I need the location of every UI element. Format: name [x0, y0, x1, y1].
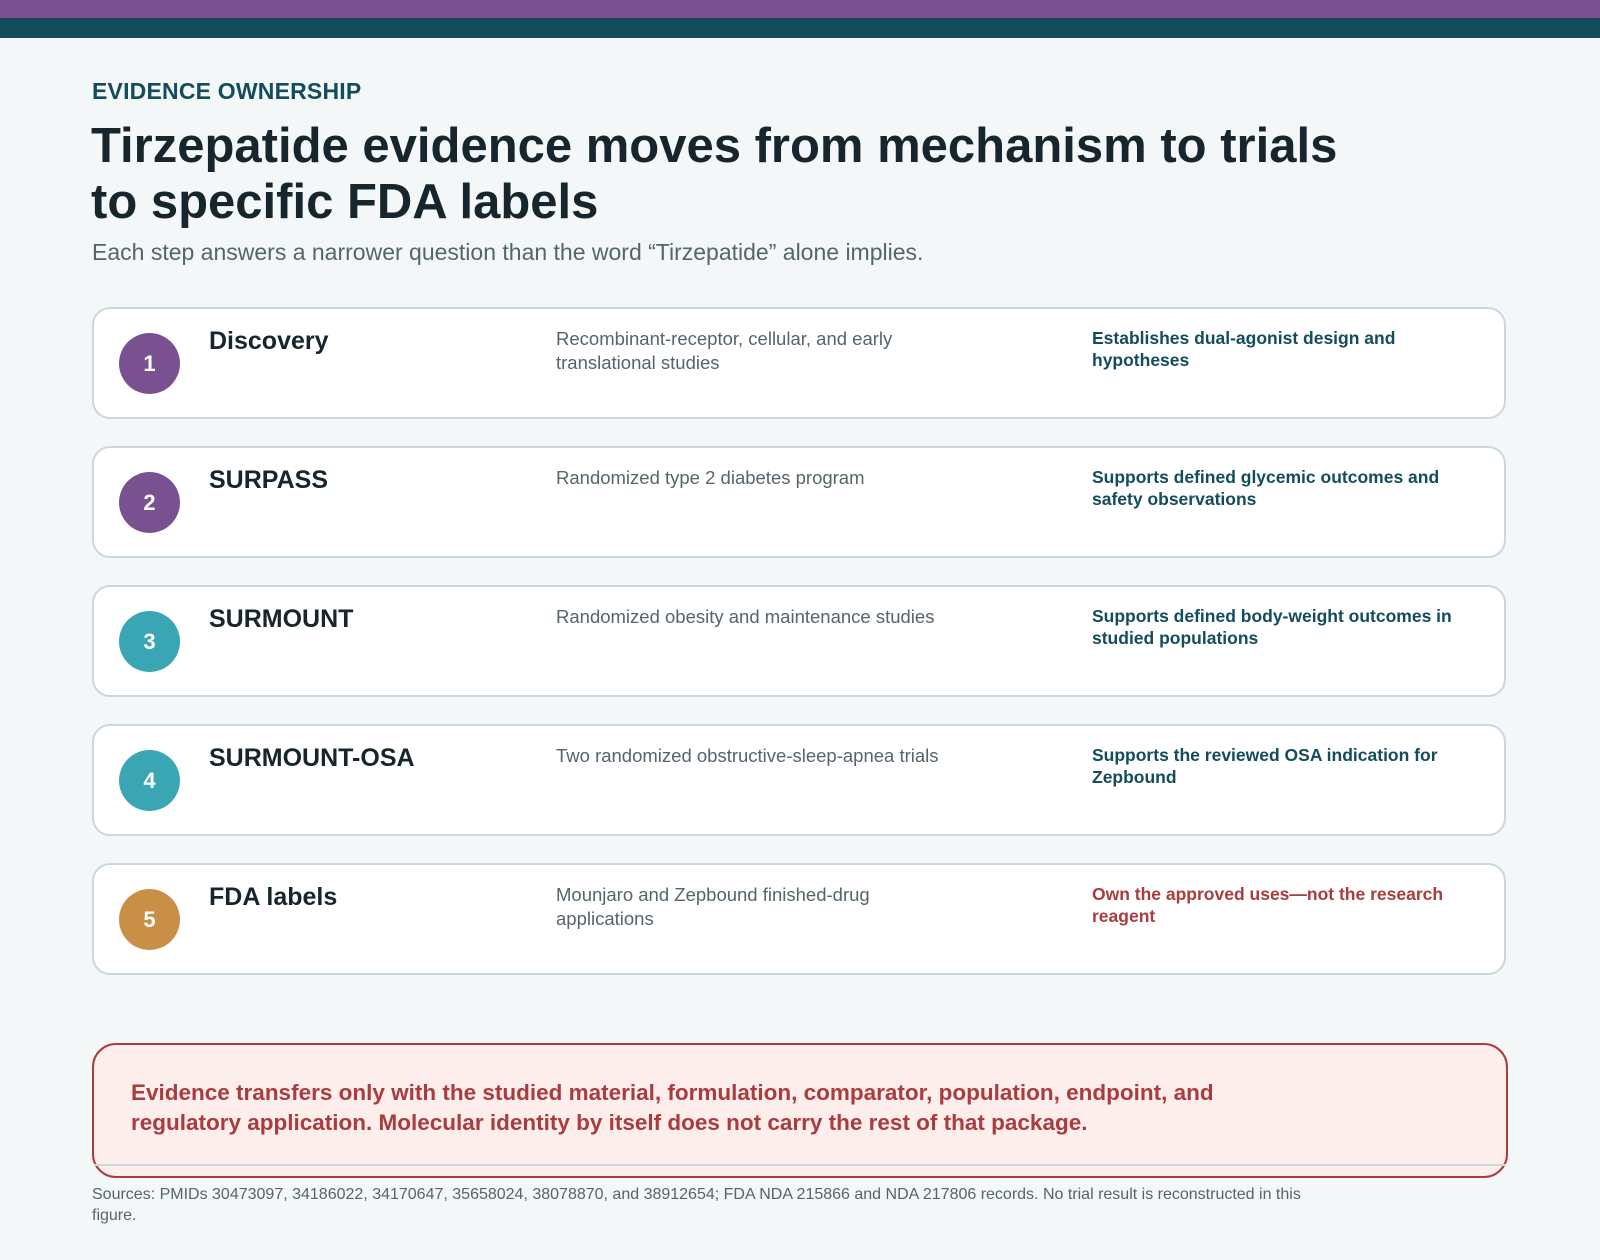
step-description: Two randomized obstructive-sleep-apnea t…	[556, 745, 939, 766]
step-description: Recombinant-receptor, cellular, and earl…	[556, 328, 893, 373]
callout-divider	[94, 1164, 1506, 1166]
header-band	[0, 18, 1600, 38]
step-name: SURMOUNT-OSA	[209, 744, 415, 772]
step-outcome: Supports the reviewed OSA indication for…	[1092, 745, 1438, 787]
step-description: Mounjaro and Zepbound finished-drug appl…	[556, 884, 870, 929]
step-description: Randomized obesity and maintenance studi…	[556, 606, 935, 627]
step-name: SURMOUNT	[209, 605, 354, 633]
step-card-discovery: 1 Discovery Recombinant-receptor, cellul…	[92, 307, 1506, 419]
step-outcome: Own the approved uses—not the research r…	[1092, 884, 1444, 926]
step-number-badge: 1	[119, 333, 180, 394]
step-number-badge: 2	[119, 472, 180, 533]
step-card-surpass: 2 SURPASS Randomized type 2 diabetes pro…	[92, 446, 1506, 558]
step-name: Discovery	[209, 327, 329, 355]
sources-note: Sources: PMIDs 30473097, 34186022, 34170…	[92, 1186, 1301, 1224]
step-card-surmount-osa: 4 SURMOUNT-OSA Two randomized obstructiv…	[92, 724, 1506, 836]
step-description: Randomized type 2 diabetes program	[556, 467, 865, 488]
callout-text: Evidence transfers only with the studied…	[131, 1080, 1214, 1135]
step-outcome: Establishes dual-agonist design and hypo…	[1092, 328, 1396, 370]
eyebrow-label: EVIDENCE OWNERSHIP	[92, 78, 362, 104]
step-number-badge: 5	[119, 889, 180, 950]
step-name: FDA labels	[209, 883, 338, 911]
step-name: SURPASS	[209, 466, 329, 494]
key-takeaway-callout: Evidence transfers only with the studied…	[92, 1043, 1508, 1178]
step-outcome: Supports defined body-weight outcomes in…	[1092, 606, 1452, 648]
step-card-fda-labels: 5 FDA labels Mounjaro and Zepbound finis…	[92, 863, 1506, 975]
step-number-badge: 3	[119, 611, 180, 672]
step-number-badge: 4	[119, 750, 180, 811]
step-outcome: Supports defined glycemic outcomes and s…	[1092, 467, 1440, 509]
page-title: Tirzepatide evidence moves from mechanis…	[91, 119, 1338, 229]
page-subtitle: Each step answers a narrower question th…	[92, 239, 924, 265]
step-card-surmount: 3 SURMOUNT Randomized obesity and mainte…	[92, 585, 1506, 697]
top-accent-bar	[0, 0, 1600, 18]
